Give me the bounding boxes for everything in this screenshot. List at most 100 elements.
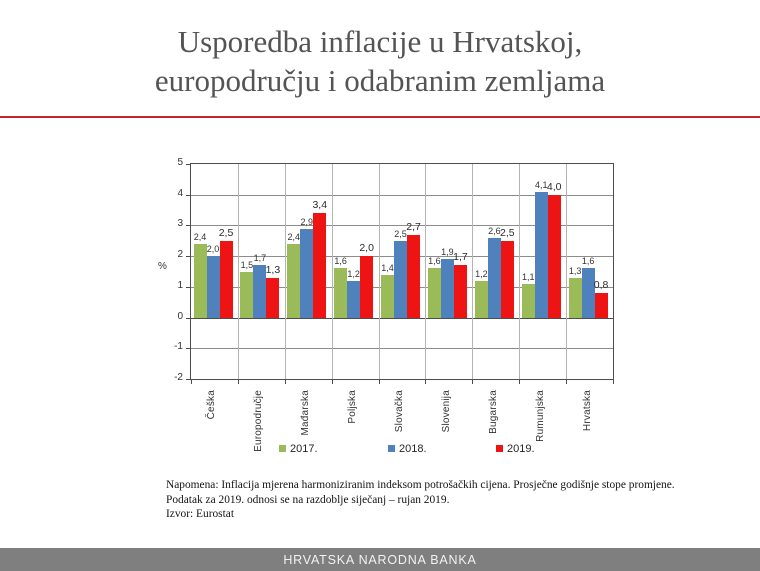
zero-gridline bbox=[191, 317, 613, 319]
bar-value-label: 2,0 bbox=[206, 244, 220, 255]
x-axis-tick bbox=[284, 379, 286, 384]
x-category-label-Bugarska: Bugarska bbox=[487, 390, 499, 434]
y-axis-tick-label: 5 bbox=[177, 157, 183, 168]
bar-value-label: 1,6 bbox=[428, 256, 441, 267]
bar-2019-Hrvatska bbox=[594, 293, 608, 318]
bar-value-label: 1,6 bbox=[581, 256, 595, 267]
x-axis-tick bbox=[613, 379, 614, 384]
footnote-line1: Napomena: Inflacija mjerena harmoniziran… bbox=[166, 479, 675, 491]
bar-2017-Slovenija bbox=[427, 268, 441, 318]
bar-value-label: 2,4 bbox=[193, 231, 207, 242]
h-gridline bbox=[191, 194, 613, 196]
bar-value-label: 1,3 bbox=[265, 263, 281, 276]
bar-2019-Mađarska bbox=[313, 213, 327, 318]
bar-2018-Slovenija bbox=[440, 259, 454, 318]
footnote-line2: Podatak za 2019. odnosi se na razdoblje … bbox=[166, 493, 450, 506]
y-axis-tick bbox=[186, 348, 191, 350]
v-gridline bbox=[237, 164, 239, 379]
legend-swatch-2019 bbox=[496, 445, 503, 452]
y-axis-tick bbox=[186, 164, 191, 165]
bar-2018-Češka bbox=[206, 256, 220, 318]
slide-title-line2: europodručju i odabranim zemljama bbox=[154, 63, 606, 98]
x-axis-tick bbox=[378, 379, 380, 384]
bar-value-label: 2,6 bbox=[488, 225, 501, 236]
y-axis-tick bbox=[186, 317, 191, 319]
legend-swatch-2018 bbox=[388, 445, 395, 452]
bar-2019-Bugarska bbox=[500, 240, 514, 318]
legend-item-2017: 2017. bbox=[279, 443, 318, 455]
legend-label: 2018. bbox=[399, 443, 427, 455]
y-axis-tick-label: 3 bbox=[177, 218, 183, 230]
bar-2019-Poljska bbox=[360, 256, 374, 318]
bar-2019-Češka bbox=[219, 240, 233, 318]
footer-bar-text: HRVATSKA NARODNA BANKA bbox=[283, 552, 477, 567]
bar-2017-Poljska bbox=[334, 268, 348, 318]
red-divider-line bbox=[0, 116, 760, 118]
bar-value-label: 1,2 bbox=[347, 268, 360, 279]
bar-value-label: 1,2 bbox=[475, 268, 488, 279]
v-gridline bbox=[425, 164, 427, 379]
bar-2018-Hrvatska bbox=[581, 268, 595, 318]
y-axis-tick-label: -2 bbox=[174, 372, 183, 383]
bar-value-label: 1,6 bbox=[334, 256, 347, 267]
x-category-label-Mađarska: Mađarska bbox=[300, 390, 312, 436]
y-axis-unit-label: % bbox=[158, 261, 167, 272]
bar-2019-Slovenija bbox=[453, 265, 467, 318]
footnote-block: Napomena: Inflacija mjerena harmoniziran… bbox=[166, 478, 726, 522]
bar-2018-Bugarska bbox=[487, 237, 501, 318]
bar-value-label: 3,4 bbox=[312, 199, 328, 212]
bar-value-label: 2,5 bbox=[500, 226, 515, 239]
bar-2018-Rumunjska bbox=[534, 191, 548, 318]
x-axis-tick bbox=[472, 379, 474, 384]
x-axis-tick bbox=[191, 379, 192, 384]
y-axis-tick-label: 2 bbox=[177, 249, 183, 261]
x-axis-tick bbox=[331, 379, 333, 384]
legend-item-2019: 2019. bbox=[496, 443, 535, 455]
legend-label: 2019. bbox=[507, 443, 535, 455]
slide-title-line1: Usporedba inflacije u Hrvatskoj, bbox=[177, 24, 583, 59]
bar-2018-Mađarska bbox=[300, 228, 314, 318]
bar-value-label: 2,4 bbox=[287, 231, 301, 242]
bar-2019-Slovačka bbox=[407, 234, 421, 318]
bar-2017-Slovačka bbox=[381, 274, 395, 318]
bar-value-label: 1,9 bbox=[441, 247, 454, 258]
x-category-label-Rumunjska: Rumunjska bbox=[534, 390, 546, 442]
legend-label: 2017. bbox=[290, 443, 318, 455]
bar-value-label: 4,1 bbox=[534, 179, 548, 190]
y-axis-tick bbox=[186, 286, 191, 288]
bar-2019-Europodručje bbox=[266, 277, 280, 318]
bar-2017-Hrvatska bbox=[568, 277, 582, 318]
footer-bar: HRVATSKA NARODNA BANKA bbox=[0, 548, 760, 571]
bar-2017-Bugarska bbox=[474, 280, 488, 318]
y-axis-tick-label: -1 bbox=[174, 341, 183, 353]
bar-2018-Europodručje bbox=[253, 265, 267, 318]
bar-2017-Češka bbox=[193, 243, 207, 318]
bar-value-label: 1,4 bbox=[381, 262, 394, 273]
y-axis-tick-label: 4 bbox=[177, 187, 183, 199]
bar-2018-Slovačka bbox=[394, 240, 408, 318]
x-axis-tick bbox=[425, 379, 427, 384]
v-gridline bbox=[284, 164, 286, 379]
bar-2019-Rumunjska bbox=[547, 194, 561, 318]
y-axis-tick bbox=[186, 225, 191, 227]
h-gridline bbox=[191, 225, 613, 227]
bar-value-label: 1,7 bbox=[453, 251, 468, 264]
bar-value-label: 4,0 bbox=[546, 180, 562, 193]
legend-swatch-2017 bbox=[279, 445, 286, 452]
bar-value-label: 1,3 bbox=[568, 265, 582, 276]
y-axis-tick-label: 0 bbox=[177, 310, 183, 322]
bar-value-label: 0,8 bbox=[593, 279, 609, 291]
bar-value-label: 2,9 bbox=[300, 216, 314, 227]
v-gridline bbox=[472, 164, 474, 379]
v-gridline bbox=[566, 164, 568, 379]
bar-2017-Europodručje bbox=[240, 271, 254, 318]
bar-2017-Mađarska bbox=[287, 243, 301, 318]
y-axis-tick-label: 1 bbox=[177, 279, 183, 291]
y-axis-tick bbox=[186, 256, 191, 258]
bar-value-label: 1,5 bbox=[240, 259, 254, 270]
bar-value-label: 2,0 bbox=[359, 242, 374, 255]
x-category-label-Slovenija: Slovenija bbox=[440, 390, 452, 433]
x-axis-tick bbox=[237, 379, 239, 384]
v-gridline bbox=[331, 164, 333, 379]
